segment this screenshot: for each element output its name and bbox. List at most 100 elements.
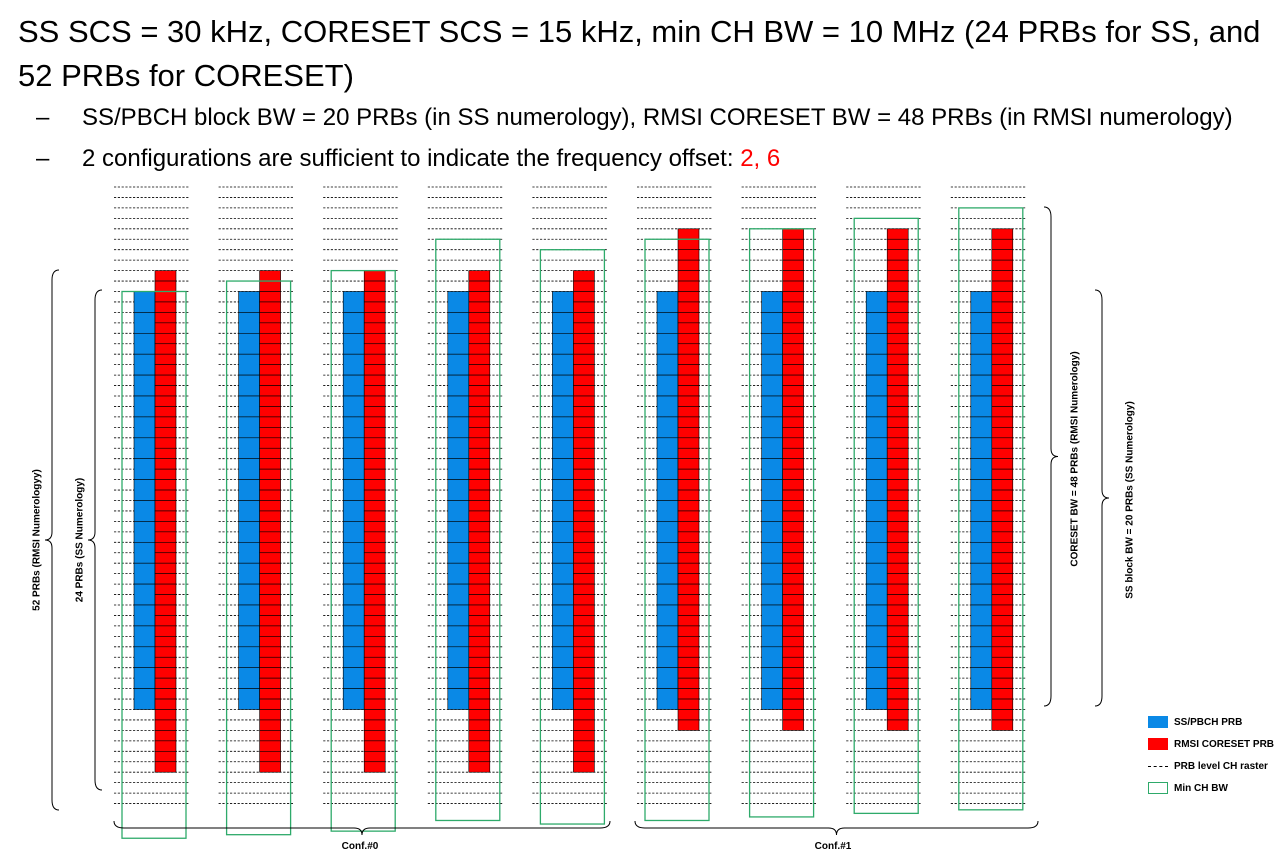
- coreset-prb: [154, 322, 177, 334]
- coreset-prb: [573, 447, 595, 459]
- coreset-prb: [677, 353, 700, 365]
- coreset-prb: [782, 228, 804, 240]
- ss-prb: [761, 521, 783, 543]
- ss-prb: [656, 541, 679, 564]
- coreset-prb: [991, 427, 1014, 439]
- coreset-prb: [677, 301, 700, 313]
- coreset-prb: [363, 510, 386, 522]
- coreset-prb: [154, 458, 177, 470]
- ss-prb: [342, 688, 365, 710]
- ss-prb: [238, 688, 260, 710]
- coreset-prb: [154, 625, 177, 637]
- ss-prb: [447, 374, 470, 397]
- ss-prb: [133, 353, 156, 376]
- coreset-prb: [886, 521, 909, 533]
- ss-prb: [761, 458, 783, 480]
- ss-prb: [552, 395, 574, 418]
- coreset-prb: [573, 646, 595, 658]
- coreset-prb: [363, 291, 386, 303]
- coreset-prb: [468, 332, 491, 345]
- coreset-prb: [677, 636, 700, 648]
- coreset-prb: [782, 447, 804, 459]
- bullet-1: – SS/PBCH block BW = 20 PRBs (in SS numer…: [36, 103, 1233, 133]
- coreset-prb: [154, 761, 177, 773]
- min-ch-bw-outline: [958, 207, 1024, 811]
- coreset-prb: [677, 562, 700, 574]
- coreset-prb: [259, 667, 281, 679]
- coreset-prb: [259, 427, 281, 439]
- coreset-prb: [991, 604, 1014, 616]
- coreset-prb: [154, 615, 177, 627]
- ss-prb: [656, 562, 679, 585]
- coreset-prb: [782, 667, 804, 679]
- ss-prb: [970, 688, 993, 710]
- coreset-prb: [573, 437, 595, 449]
- coreset-prb: [259, 332, 281, 345]
- coreset-prb: [991, 562, 1014, 574]
- ss-prb: [761, 667, 783, 689]
- coreset-prb: [991, 709, 1014, 721]
- coreset-prb: [363, 322, 386, 334]
- coreset-prb: [154, 573, 177, 585]
- coreset-prb: [259, 406, 281, 418]
- min-ch-bw-outline: [539, 249, 606, 825]
- coreset-prb: [363, 416, 386, 428]
- coreset-prb: [468, 427, 491, 439]
- coreset-prb: [363, 312, 386, 324]
- ss-prb: [865, 625, 888, 648]
- ss-prb: [761, 479, 783, 501]
- coreset-prb: [259, 343, 281, 355]
- coreset-prb: [677, 374, 700, 386]
- coreset-prb: [154, 531, 177, 543]
- coreset-prb: [991, 238, 1014, 250]
- coreset-prb: [782, 615, 804, 627]
- coreset-prb: [991, 437, 1014, 449]
- coreset-prb: [259, 562, 281, 574]
- coreset-prb: [991, 573, 1014, 585]
- coreset-prb: [677, 583, 700, 595]
- coreset-prb: [468, 322, 491, 334]
- ss-prb: [656, 604, 679, 627]
- coreset-prb: [677, 615, 700, 627]
- ss-prb: [656, 479, 679, 501]
- coreset-prb: [573, 385, 595, 397]
- ss-prb: [238, 562, 260, 585]
- coreset-prb: [886, 291, 909, 303]
- coreset-prb: [363, 698, 386, 710]
- ss-prb: [133, 625, 156, 648]
- coreset-prb: [991, 594, 1014, 606]
- coreset-prb: [886, 228, 909, 240]
- ss-prb: [970, 353, 993, 376]
- coreset-prb: [991, 583, 1014, 595]
- ss-prb: [761, 604, 783, 627]
- ss-prb: [552, 646, 574, 668]
- coreset-prb: [886, 677, 909, 689]
- coreset-prb: [677, 541, 700, 554]
- coreset-prb: [154, 406, 177, 418]
- coreset-prb: [573, 500, 595, 512]
- coreset-prb: [573, 395, 595, 407]
- coreset-prb: [573, 427, 595, 439]
- ss-prb: [342, 583, 365, 606]
- coreset-prb: [677, 510, 700, 522]
- coreset-prb: [468, 573, 491, 585]
- ss-prb: [865, 479, 888, 501]
- coreset-prb: [154, 604, 177, 616]
- min-ch-bw-outline: [121, 290, 187, 839]
- coreset-prb: [468, 750, 491, 763]
- coreset-prb: [886, 510, 909, 522]
- coreset-prb: [468, 291, 491, 303]
- coreset-prb: [886, 312, 909, 324]
- bullet-text: 2 configurations are sufficient to indic…: [82, 145, 741, 172]
- coreset-prb: [468, 500, 491, 512]
- coreset-prb: [259, 500, 281, 512]
- ss-prb: [133, 667, 156, 689]
- coreset-prb: [259, 301, 281, 313]
- coreset-prb: [573, 677, 595, 689]
- ss-prb: [447, 395, 470, 418]
- coreset-prb: [677, 332, 700, 345]
- ss-prb: [133, 332, 156, 355]
- coreset-prb: [677, 667, 700, 679]
- coreset-prb: [886, 625, 909, 637]
- coreset-prb: [154, 500, 177, 512]
